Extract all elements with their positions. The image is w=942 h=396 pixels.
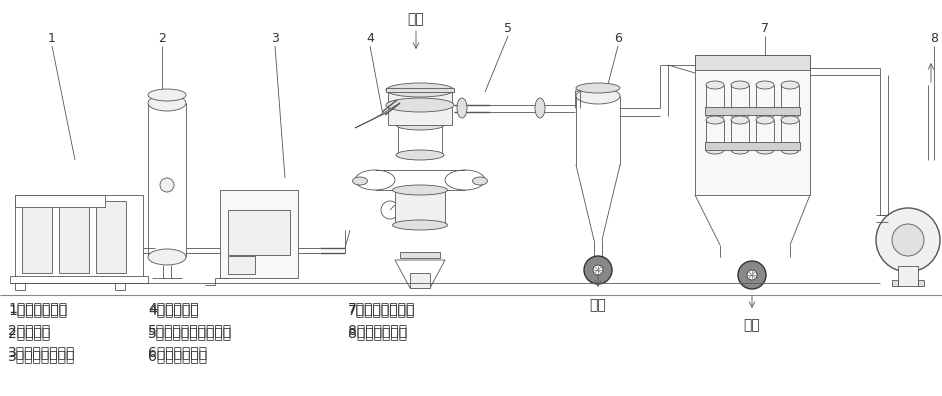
Bar	[705, 107, 800, 115]
Text: 6: 6	[614, 32, 622, 44]
Text: 2: 2	[158, 32, 166, 44]
Text: 2、储气罐: 2、储气罐	[8, 323, 50, 337]
Ellipse shape	[445, 170, 485, 190]
Bar	[892, 280, 898, 286]
Ellipse shape	[706, 146, 724, 154]
Ellipse shape	[781, 81, 799, 89]
Bar	[386, 88, 454, 92]
Text: 8、离心通风机: 8、离心通风机	[348, 326, 407, 340]
Bar	[705, 142, 800, 150]
Ellipse shape	[576, 83, 620, 93]
Text: 物料: 物料	[408, 12, 425, 26]
Text: 6、旋风分离器: 6、旋风分离器	[148, 345, 207, 359]
Circle shape	[584, 256, 612, 284]
Ellipse shape	[756, 81, 774, 89]
Ellipse shape	[355, 170, 395, 190]
Ellipse shape	[781, 116, 799, 124]
Ellipse shape	[781, 146, 799, 154]
Bar	[15, 283, 25, 290]
Circle shape	[381, 201, 399, 219]
Text: 4、物料进口: 4、物料进口	[148, 303, 199, 317]
Polygon shape	[395, 260, 445, 288]
Bar	[59, 201, 89, 273]
Ellipse shape	[396, 150, 444, 160]
Text: 8、离心通风机: 8、离心通风机	[348, 323, 407, 337]
Ellipse shape	[706, 116, 724, 124]
Text: 1、空气压缩机: 1、空气压缩机	[8, 303, 67, 317]
Ellipse shape	[148, 89, 186, 101]
Text: 3、冷冻式干燥机: 3、冷冻式干燥机	[8, 345, 75, 359]
Ellipse shape	[781, 111, 799, 119]
Ellipse shape	[731, 111, 749, 119]
Ellipse shape	[393, 220, 447, 230]
Bar	[388, 90, 452, 125]
Ellipse shape	[731, 81, 749, 89]
Text: 3: 3	[271, 32, 279, 44]
Bar	[96, 201, 126, 273]
Text: 成品: 成品	[743, 318, 760, 332]
Text: 5: 5	[504, 21, 512, 34]
Ellipse shape	[393, 185, 447, 195]
Bar	[115, 283, 125, 290]
Bar	[898, 266, 918, 286]
Ellipse shape	[396, 120, 444, 130]
Text: 成品: 成品	[590, 298, 607, 312]
Circle shape	[160, 178, 174, 192]
Circle shape	[593, 265, 603, 275]
Ellipse shape	[731, 116, 749, 124]
Bar	[228, 256, 255, 274]
Circle shape	[747, 270, 757, 280]
Ellipse shape	[756, 146, 774, 154]
Ellipse shape	[352, 177, 367, 185]
Text: 7: 7	[761, 21, 769, 34]
Bar	[410, 273, 430, 288]
Ellipse shape	[535, 98, 545, 118]
Ellipse shape	[756, 111, 774, 119]
Text: 5、流化床气流粉碎机: 5、流化床气流粉碎机	[148, 326, 232, 340]
Text: 8: 8	[930, 32, 938, 44]
Bar	[395, 190, 445, 225]
Text: 7、脉冲式除尘器: 7、脉冲式除尘器	[348, 301, 415, 315]
Bar	[22, 201, 52, 273]
Bar	[10, 276, 148, 283]
Ellipse shape	[386, 83, 454, 97]
Bar	[15, 195, 105, 207]
Ellipse shape	[756, 116, 774, 124]
Text: 1、空气压缩机: 1、空气压缩机	[8, 301, 67, 315]
Text: 4、物料进口: 4、物料进口	[148, 301, 199, 315]
Text: 2、储气罐: 2、储气罐	[8, 326, 50, 340]
Bar	[400, 252, 440, 258]
Ellipse shape	[706, 111, 724, 119]
Text: 5、流化床气流粉碎机: 5、流化床气流粉碎机	[148, 323, 232, 337]
Bar	[220, 190, 298, 278]
Ellipse shape	[576, 88, 620, 104]
Text: 1: 1	[48, 32, 56, 44]
Circle shape	[738, 261, 766, 289]
Text: 7、脉冲式除尘器: 7、脉冲式除尘器	[348, 303, 415, 317]
Circle shape	[876, 208, 940, 272]
Ellipse shape	[473, 177, 488, 185]
Circle shape	[892, 224, 924, 256]
Text: 3、冷冻式干燥机: 3、冷冻式干燥机	[8, 349, 75, 363]
Ellipse shape	[386, 98, 454, 112]
Text: 4: 4	[366, 32, 374, 44]
Ellipse shape	[706, 81, 724, 89]
Bar	[918, 280, 924, 286]
Bar	[695, 55, 810, 70]
Ellipse shape	[731, 146, 749, 154]
Ellipse shape	[457, 98, 467, 118]
Text: 6、旋风分离器: 6、旋风分离器	[148, 349, 207, 363]
Polygon shape	[355, 103, 400, 128]
Bar	[228, 210, 290, 255]
Ellipse shape	[148, 249, 186, 265]
Bar	[695, 55, 810, 195]
Bar	[15, 195, 143, 278]
Ellipse shape	[148, 95, 186, 111]
